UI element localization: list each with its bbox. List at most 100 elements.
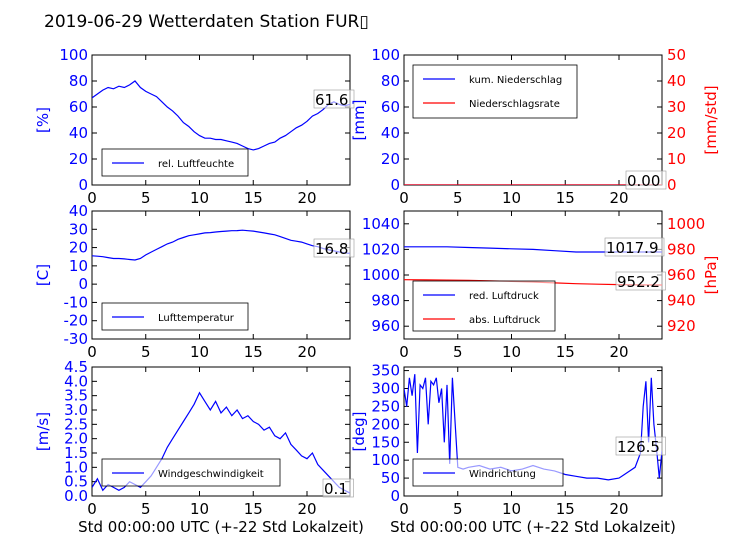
legend-label: abs. Luftdruck bbox=[469, 315, 540, 326]
y-tick-label: 0.0 bbox=[64, 487, 88, 505]
y-tick-label: 1.0 bbox=[64, 458, 88, 476]
y-tick-label: 0 bbox=[78, 275, 88, 293]
legend-label: Windrichtung bbox=[469, 469, 536, 480]
y-tick-label: 50 bbox=[381, 469, 400, 487]
y-tick-label: 1020 bbox=[362, 240, 400, 258]
legend-label: Niederschlagsrate bbox=[469, 99, 560, 110]
y-tick-label: -30 bbox=[64, 330, 89, 348]
x-tick-label: 5 bbox=[453, 343, 463, 361]
legend-label: red. Luftdruck bbox=[469, 291, 539, 302]
annotation-box bbox=[625, 170, 667, 190]
y-right-tick-label: 960 bbox=[667, 266, 696, 284]
annotation-box bbox=[322, 478, 354, 498]
y-right-tick-label: 30 bbox=[667, 98, 686, 116]
x-tick-label: 5 bbox=[141, 343, 151, 361]
x-tick-label: 5 bbox=[453, 189, 463, 207]
y-tick-label: 30 bbox=[69, 220, 88, 238]
x-tick-label: 20 bbox=[297, 500, 316, 518]
y-tick-label: 3.5 bbox=[64, 387, 88, 405]
y-tick-label: 300 bbox=[371, 380, 400, 398]
y-tick-label: 40 bbox=[381, 124, 400, 142]
x-tick-label: 20 bbox=[297, 343, 316, 361]
x-tick-label: 15 bbox=[244, 343, 263, 361]
y-tick-label: 40 bbox=[69, 124, 88, 142]
panel-humidity: 0 5 10 15 20 0 20 40 60 80 100 [%] rel. Luftfeuchte 6… bbox=[34, 46, 355, 207]
x-tick-label: 5 bbox=[453, 500, 463, 518]
y-tick-label: 60 bbox=[69, 98, 88, 116]
x-tick-label: 0 bbox=[399, 189, 409, 207]
legend-box bbox=[412, 64, 578, 119]
annotation-label: 0.00 bbox=[627, 172, 660, 190]
x-tick-label: 10 bbox=[190, 500, 209, 518]
legend: kum. Niederschlag Niederschlagsrate bbox=[412, 64, 578, 119]
y-tick-label: 200 bbox=[371, 415, 400, 433]
series-line-0 bbox=[92, 229, 350, 261]
x-tick-label: 10 bbox=[502, 189, 521, 207]
legend: Windgeschwindigkeit bbox=[101, 458, 281, 487]
y-axis-label: [deg] bbox=[350, 412, 368, 452]
annotation-label: 952.2 bbox=[617, 273, 660, 291]
x-tick-label: 20 bbox=[297, 189, 316, 207]
annotation-label: 126.5 bbox=[617, 438, 660, 456]
legend: rel. Luftfeuchte bbox=[101, 148, 249, 177]
annotation-box bbox=[615, 436, 666, 456]
y-right-tick-label: 20 bbox=[667, 124, 686, 142]
x-axis-label-right: Std 00:00:00 UTC (+-22 Std Lokalzeit) bbox=[390, 518, 676, 536]
x-tick-label: 15 bbox=[556, 343, 575, 361]
y-tick-label: 2.5 bbox=[64, 415, 88, 433]
y-right-axis-label: [mm/std] bbox=[702, 85, 720, 154]
x-tick-label: 5 bbox=[141, 500, 151, 518]
legend-label: Lufttemperatur bbox=[158, 313, 235, 324]
y-tick-label: 4.0 bbox=[64, 372, 88, 390]
series-line-0 bbox=[92, 80, 350, 151]
y-tick-label: 980 bbox=[371, 292, 400, 310]
y-right-tick-label: 50 bbox=[667, 46, 686, 64]
y-tick-label: 20 bbox=[381, 150, 400, 168]
annotation-box bbox=[313, 89, 355, 109]
y-right-tick-label: 1000 bbox=[667, 215, 705, 233]
y-tick-label: 250 bbox=[371, 397, 400, 415]
legend: red. Luftdruck abs. Luftdruck bbox=[412, 280, 556, 332]
y-right-tick-label: 920 bbox=[667, 317, 696, 335]
x-tick-label: 10 bbox=[502, 343, 521, 361]
y-right-tick-label: 980 bbox=[667, 240, 696, 258]
y-right-tick-label: 0 bbox=[667, 176, 677, 194]
panel-winddirection: 0 5 10 15 20050100150200250300350[deg]Windri… bbox=[350, 362, 666, 518]
x-tick-label: 15 bbox=[244, 189, 263, 207]
annotation-label: 1017.9 bbox=[606, 239, 659, 257]
y-tick-label: 4.5 bbox=[64, 358, 88, 376]
y-tick-label: 0 bbox=[390, 487, 400, 505]
y-axis-label: [mm] bbox=[350, 100, 368, 141]
y-tick-label: 0 bbox=[390, 176, 400, 194]
panel-pressure: 0 5 10 15 20 960 980 1000 1020 1040 920 940 960 980 10… bbox=[362, 210, 720, 361]
y-tick-label: -10 bbox=[64, 293, 89, 311]
annotation-label: 16.8 bbox=[315, 240, 348, 258]
x-tick-label: 0 bbox=[87, 189, 97, 207]
legend-box bbox=[101, 148, 249, 177]
x-tick-label: 0 bbox=[87, 500, 97, 518]
legend-label: rel. Luftfeuchte bbox=[158, 159, 234, 170]
annotation-label: 0.1 bbox=[324, 480, 348, 498]
legend-label: kum. Niederschlag bbox=[469, 75, 562, 86]
y-tick-label: 100 bbox=[371, 451, 400, 469]
y-tick-label: 60 bbox=[381, 98, 400, 116]
y-tick-label: 150 bbox=[371, 433, 400, 451]
x-tick-label: 20 bbox=[609, 343, 628, 361]
panel-windspeed: 0 5 10 15 20 0.00.51.01.52.02.53.03.54.04.5 [m… bbox=[34, 358, 354, 518]
annotation-label: 61.6 bbox=[315, 91, 348, 109]
x-tick-label: 20 bbox=[609, 500, 628, 518]
y-tick-label: 1.5 bbox=[64, 444, 88, 462]
legend: Windrichtung bbox=[412, 458, 564, 487]
y-axis-label: [m/s] bbox=[34, 412, 52, 451]
y-tick-label: 0 bbox=[78, 176, 88, 194]
y-tick-label: 100 bbox=[371, 46, 400, 64]
legend: Lufttemperatur bbox=[101, 302, 249, 331]
y-tick-label: 350 bbox=[371, 362, 400, 380]
x-tick-label: 10 bbox=[190, 343, 209, 361]
y-tick-label: 80 bbox=[69, 72, 88, 90]
annotation-box bbox=[615, 271, 666, 291]
y-axis-label: [C] bbox=[34, 264, 52, 286]
y-tick-label: -20 bbox=[64, 312, 89, 330]
x-tick-label: 10 bbox=[190, 189, 209, 207]
